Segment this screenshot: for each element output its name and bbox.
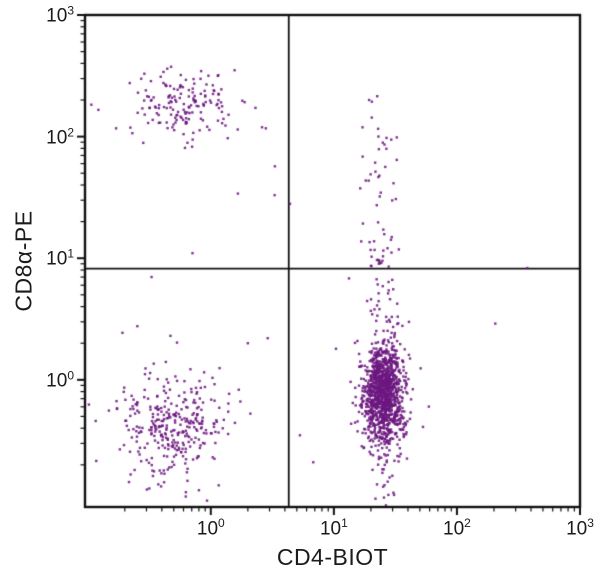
x-tick-label-10e0: 100 <box>196 516 225 540</box>
x-tick-label-10e1: 101 <box>319 516 348 540</box>
x-tick-label-10e3: 103 <box>566 516 594 540</box>
y-tick-label-10e1: 101 <box>46 246 74 270</box>
y-tick-label-10e0: 100 <box>46 368 74 392</box>
y-tick-label-10e2: 102 <box>46 124 74 149</box>
y-axis-title: CD8α-PE <box>10 210 37 312</box>
x-axis-title: CD4-BIOT <box>276 544 389 570</box>
y-tick-label-10e3: 103 <box>46 3 74 27</box>
x-tick-label-10e2: 102 <box>443 516 471 540</box>
